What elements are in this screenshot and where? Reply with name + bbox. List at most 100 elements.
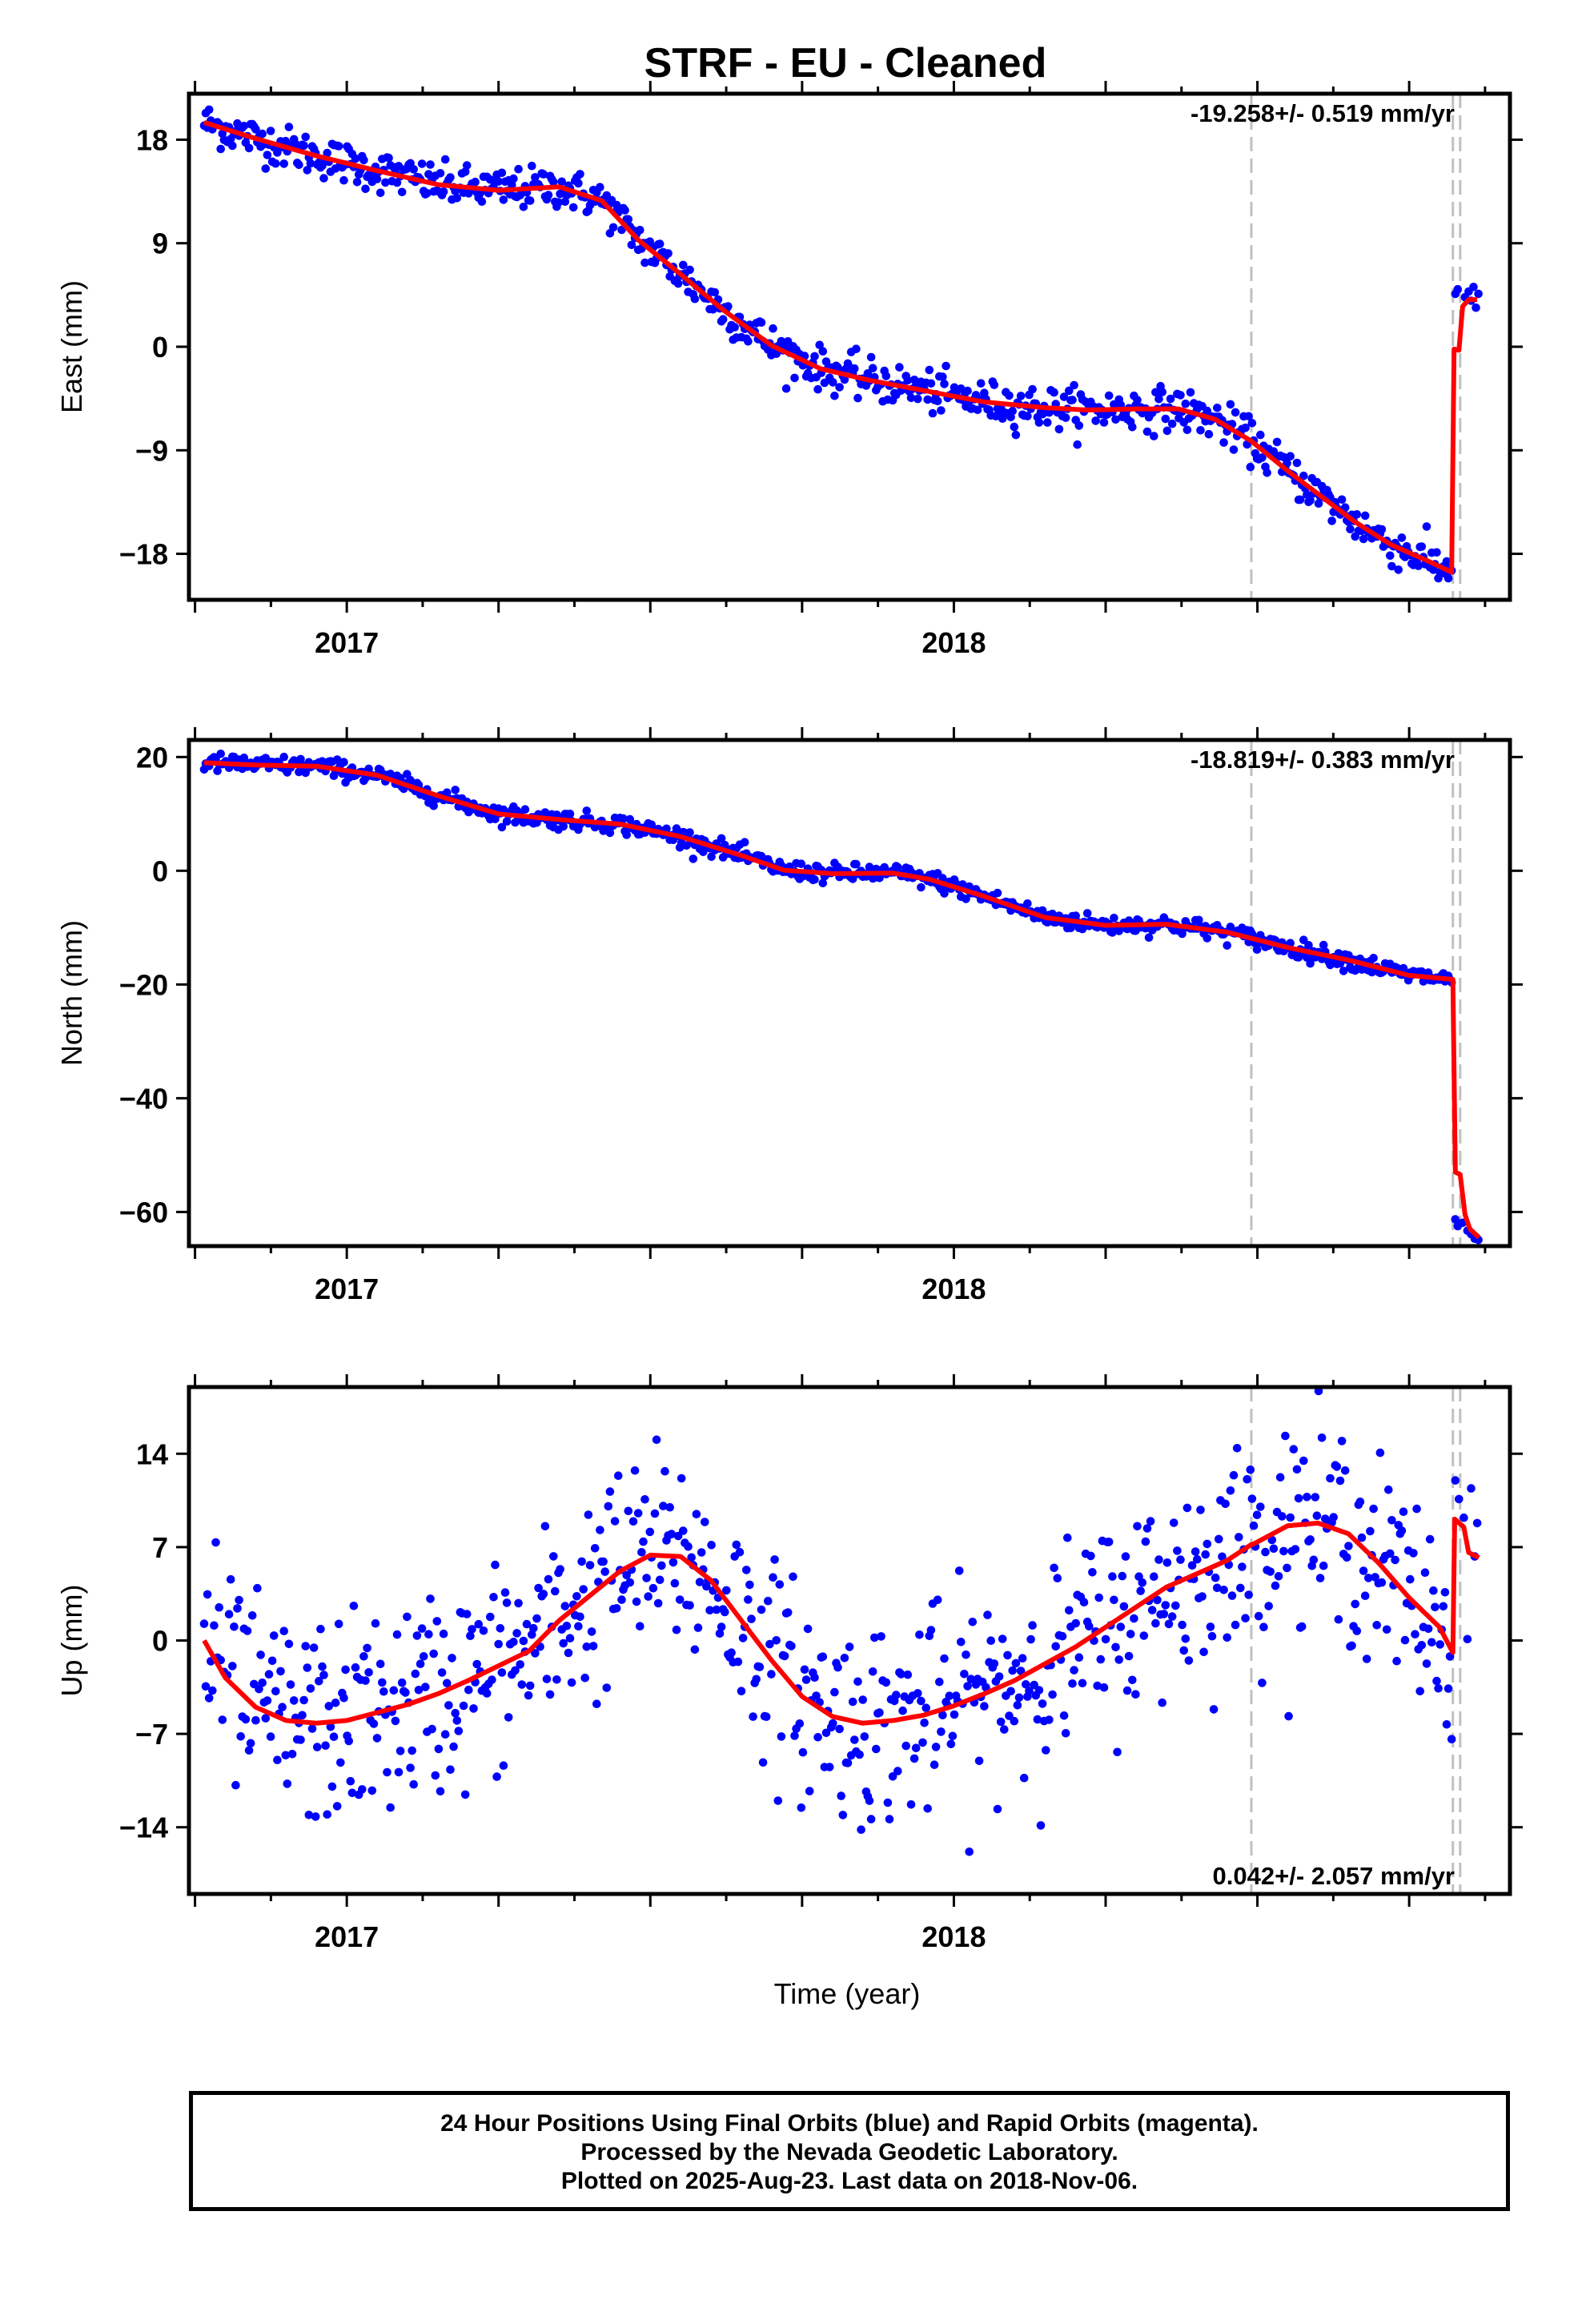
data-point: [1306, 496, 1315, 505]
data-point: [361, 184, 370, 194]
data-point: [636, 226, 644, 235]
data-point: [549, 1552, 558, 1561]
data-point: [339, 175, 348, 185]
data-point: [625, 1578, 635, 1587]
data-point: [1340, 1466, 1350, 1475]
data-point: [296, 754, 305, 764]
data-point: [375, 188, 385, 198]
data-point: [235, 1595, 243, 1605]
data-point: [267, 1656, 277, 1666]
data-point: [1420, 1568, 1430, 1577]
data-point: [519, 202, 528, 211]
data-point: [1360, 511, 1370, 521]
data-point: [494, 1639, 503, 1649]
data-point: [429, 1649, 438, 1659]
data-point: [1065, 1606, 1074, 1615]
data-point: [1295, 495, 1305, 505]
data-point: [727, 1648, 736, 1657]
data-point: [933, 1595, 942, 1604]
data-point: [1357, 1533, 1367, 1542]
data-point: [1442, 557, 1452, 566]
data-point: [303, 166, 312, 175]
data-point: [863, 369, 873, 378]
data-point: [584, 1510, 593, 1519]
data-point: [494, 177, 503, 186]
data-point: [866, 1815, 876, 1823]
data-point: [803, 1624, 813, 1634]
data-point: [1326, 1474, 1335, 1483]
data-point: [983, 1610, 992, 1619]
data-point: [401, 1688, 410, 1697]
data-point: [1099, 418, 1109, 427]
data-point: [423, 189, 432, 198]
data-point: [715, 1629, 725, 1638]
data-point: [592, 1699, 601, 1708]
rate-label: -18.819+/- 0.383 mm/yr: [1191, 746, 1455, 774]
data-point: [1312, 1511, 1322, 1520]
data-point: [1150, 1572, 1158, 1581]
data-point: [940, 1654, 949, 1663]
data-point: [514, 164, 523, 174]
data-point: [773, 1796, 783, 1805]
data-point: [664, 249, 673, 258]
data-point: [358, 1785, 367, 1794]
data-point: [1223, 941, 1231, 950]
data-point: [1355, 1498, 1365, 1506]
data-point: [199, 1619, 209, 1628]
data-point: [1412, 1504, 1421, 1514]
data-point: [1289, 1445, 1299, 1454]
data-point: [865, 1796, 874, 1805]
data-point: [1028, 1621, 1037, 1630]
data-point: [735, 1547, 745, 1557]
data-point: [1343, 1553, 1351, 1562]
data-point: [1073, 440, 1082, 449]
data-point: [926, 379, 936, 388]
data-point: [452, 194, 462, 203]
data-point: [542, 1675, 552, 1683]
data-point: [216, 144, 226, 154]
data-point: [1258, 1679, 1267, 1687]
data-point: [1019, 1773, 1029, 1783]
data-point: [1435, 1640, 1444, 1649]
data-point: [525, 196, 535, 205]
data-point: [1299, 1456, 1308, 1466]
data-point: [1025, 1687, 1034, 1695]
data-point: [489, 1593, 498, 1602]
data-point: [783, 1608, 793, 1617]
data-point: [306, 159, 315, 168]
data-point: [516, 1660, 524, 1669]
data-point: [1364, 1574, 1373, 1582]
data-point: [378, 1678, 387, 1687]
data-point: [258, 129, 267, 139]
data-point: [1229, 445, 1239, 454]
data-point: [452, 1716, 462, 1725]
data-point: [391, 1716, 400, 1726]
data-point: [462, 161, 472, 170]
data-point: [885, 1815, 894, 1823]
data-point: [835, 1724, 844, 1734]
data-point: [1167, 419, 1177, 428]
data-point: [522, 1619, 532, 1629]
data-point: [253, 1583, 262, 1593]
data-point: [1443, 1684, 1453, 1693]
data-point: [1079, 1598, 1089, 1606]
data-point: [1022, 1680, 1030, 1689]
data-point: [585, 1561, 595, 1570]
data-point: [605, 1487, 615, 1496]
data-point: [1094, 1593, 1103, 1602]
data-point: [276, 1667, 285, 1676]
data-point: [371, 1618, 380, 1628]
data-point: [1264, 1602, 1273, 1610]
data-point: [283, 1779, 292, 1788]
data-point: [1005, 391, 1014, 400]
data-point: [554, 198, 563, 207]
x-tick-label: 2017: [315, 1920, 379, 1953]
data-point: [1008, 1666, 1017, 1675]
data-point: [1162, 1558, 1172, 1567]
data-point: [1244, 412, 1253, 421]
data-point: [1078, 1679, 1087, 1688]
data-point: [284, 123, 294, 131]
rate-label: 0.042+/- 2.057 mm/yr: [1213, 1862, 1455, 1890]
data-point: [424, 1630, 433, 1638]
data-point: [451, 786, 460, 794]
